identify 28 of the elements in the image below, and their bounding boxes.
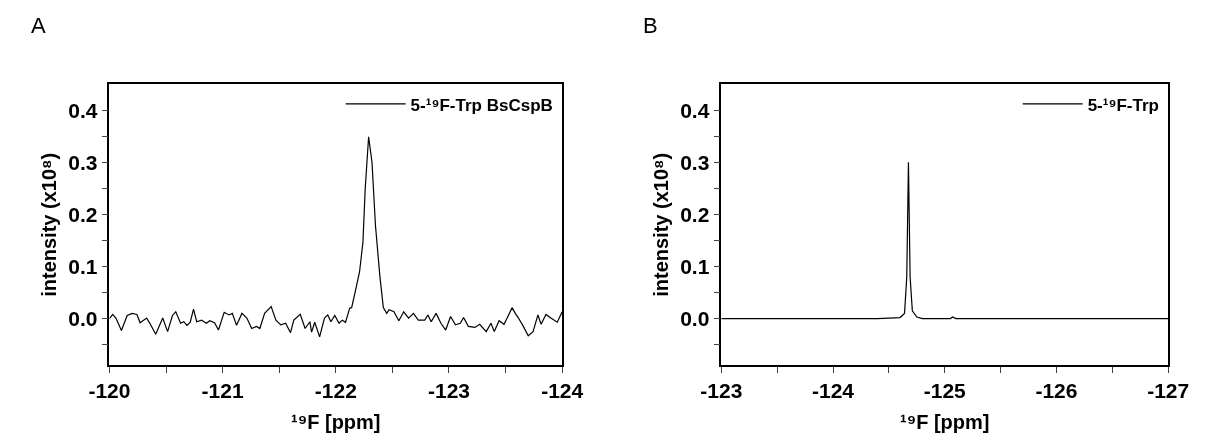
x-axis-title: ¹⁹F [ppm] [900,411,990,434]
x-axis-title: ¹⁹F [ppm] [291,411,381,434]
legend-label: 5-¹⁹F-Trp [1087,95,1159,115]
y-tick-label: 0.4 [680,98,710,122]
x-tick-label: -121 [201,379,244,403]
x-tick-label: -120 [88,379,131,403]
x-tick-label: -123 [427,379,470,403]
y-tick-label: 0.2 [680,202,710,226]
y-tick-label: 0.1 [68,254,98,278]
y-tick-label: 0.0 [68,306,98,330]
y-tick-label: 0.3 [680,150,710,174]
y-tick-label: 0.0 [680,306,710,330]
x-tick-label: -122 [314,379,357,403]
y-axis-title: intensity (x10⁸) [38,152,61,297]
y-tick-label: 0.3 [68,150,98,174]
y-tick-label: 0.2 [68,202,98,226]
x-tick-label: -127 [1147,379,1190,403]
x-tick-label: -124 [541,379,584,403]
x-tick-label: -124 [812,379,855,403]
x-tick-label: -126 [1035,379,1078,403]
x-tick-label: -123 [700,379,743,403]
chart-title: A [31,13,46,38]
y-tick-label: 0.1 [680,254,710,278]
legend-label: 5-¹⁹F-Trp BsCspB [410,95,553,115]
chart-title: B [643,13,658,38]
x-tick-label: -125 [923,379,967,403]
y-axis-title: intensity (x10⁸) [650,152,673,297]
y-tick-label: 0.4 [68,98,98,122]
